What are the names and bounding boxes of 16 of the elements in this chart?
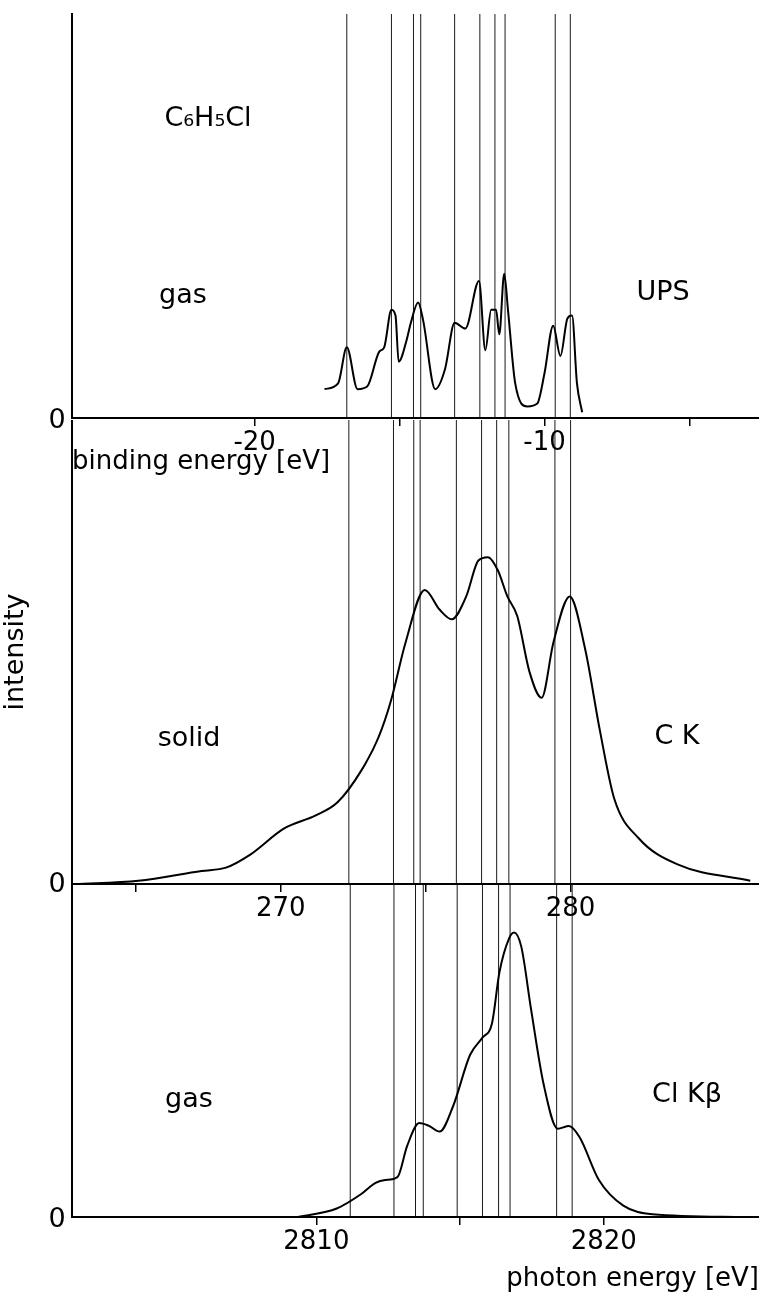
x-tick-label: 2820: [570, 1225, 637, 1256]
annotation: UPS: [636, 274, 690, 306]
x-tick-label: 270: [255, 892, 306, 923]
text: 0: [48, 1201, 66, 1233]
annotation: gas: [159, 277, 207, 309]
text: 0: [48, 866, 66, 898]
annotation: gas: [165, 1081, 213, 1113]
annotation: Cl Kβ: [652, 1076, 722, 1108]
x-axis-title: photon energy [eV]: [506, 1262, 759, 1293]
text: 0: [48, 402, 66, 434]
y-axis-title: intensity: [0, 593, 30, 711]
x-tick-label: -10: [523, 426, 566, 457]
x-tick-label: 2810: [283, 1225, 350, 1256]
annotation: C K: [654, 718, 700, 750]
text: C₆H₅Cl: [164, 100, 252, 132]
annotation: solid: [157, 720, 221, 752]
